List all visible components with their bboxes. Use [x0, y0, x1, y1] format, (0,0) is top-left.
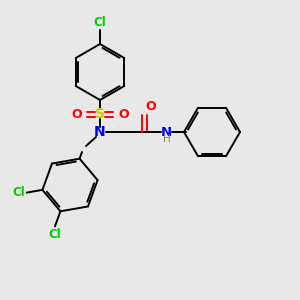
- Text: S: S: [95, 107, 105, 121]
- Text: O: O: [71, 107, 82, 121]
- Text: Cl: Cl: [12, 186, 25, 199]
- Text: N: N: [160, 125, 172, 139]
- Text: Cl: Cl: [94, 16, 106, 29]
- Text: N: N: [94, 125, 106, 139]
- Text: H: H: [163, 134, 171, 144]
- Text: O: O: [145, 100, 156, 113]
- Text: Cl: Cl: [49, 228, 61, 241]
- Text: O: O: [118, 107, 129, 121]
